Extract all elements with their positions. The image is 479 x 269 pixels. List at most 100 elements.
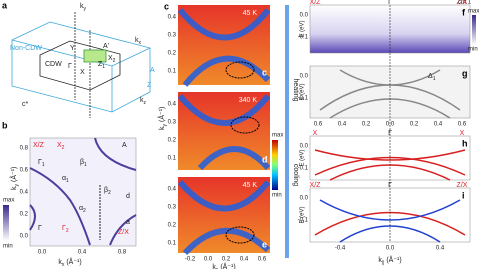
axis-label-part: ∥ (382, 260, 385, 266)
k-point: X (313, 130, 318, 137)
tick-label: -0.1 (298, 218, 309, 224)
map-label-part: Γ (62, 225, 66, 232)
axis-label-part: (Å⁻¹) (220, 262, 235, 269)
panel-label: f (462, 7, 466, 17)
map-label: X2 (57, 142, 65, 151)
map-label: Γ (38, 225, 42, 232)
map-label: Γ2 (62, 225, 69, 234)
map-label-part: β (104, 187, 108, 194)
tick-label: 0.4 (240, 257, 249, 263)
map-label-part: X (57, 142, 62, 149)
diagram-label: Non-CDW (10, 45, 42, 52)
tick-label: 0.1 (168, 241, 177, 247)
tick-label: 0.3 (168, 33, 177, 39)
axis-label-part: k (212, 264, 216, 269)
diagram-label: Z1 (98, 61, 105, 70)
k-point: Γ (388, 130, 392, 137)
map-label-part: β (80, 159, 84, 166)
gap-label: Δ1 (428, 73, 436, 82)
k-point: Γ (388, 182, 392, 189)
tick-label: 0.1 (168, 69, 177, 75)
axis-label: E (eV) (300, 20, 306, 37)
diagram-label: c* (22, 101, 29, 108)
tick-label: 0.4 (168, 15, 177, 21)
diagram-label-part: 2 (113, 58, 116, 64)
axis-label: ky (Å⁻¹) (157, 107, 168, 130)
axis-label-part: x (216, 267, 219, 269)
temperature: 45 K (243, 10, 258, 17)
axis-label: E (eV) (300, 149, 306, 166)
colorbar (472, 15, 476, 45)
tick-label: 0.0 (386, 122, 395, 128)
axis-label: kx(Å⁻¹) (212, 262, 235, 269)
tick-label: 0.0 (300, 196, 309, 202)
axis-label-part: k (159, 126, 166, 130)
axis-label: E (eV) (300, 83, 306, 100)
diagram-label-part: y (84, 6, 87, 12)
tick-label: 0.4 (338, 122, 347, 128)
panel-label: b (2, 120, 8, 130)
panel-label: c (262, 67, 267, 77)
axis-label-part: x (62, 262, 65, 268)
axis-label-part: k (378, 257, 382, 264)
tick-label: 0.4 (168, 187, 177, 193)
fermi-contours (29, 137, 137, 246)
diagram-label: Z (147, 82, 152, 89)
tick-label: -0.1 (298, 35, 309, 41)
diagram-label-part: X (108, 55, 113, 62)
k-point: Z/X (457, 0, 468, 6)
map-label-part: 2 (66, 228, 69, 234)
k-point: Z/X (457, 182, 468, 189)
panel-label: h (462, 138, 468, 148)
map-label-part: 1 (42, 162, 45, 168)
k-point: Γ (388, 0, 392, 6)
diagram-label-part: Z (98, 61, 103, 68)
tick-label: 0.2 (168, 51, 177, 57)
tick-label: -0.1 (298, 96, 309, 102)
map-label-part: 2 (108, 190, 111, 196)
diagram-label: X (80, 69, 85, 76)
diagram-label: ky (80, 3, 87, 12)
colorbar (272, 140, 278, 190)
tick-label: 0.0 (386, 246, 395, 252)
colorbar-label: max (272, 133, 283, 139)
diagram-label-part: z (144, 100, 147, 106)
gap-label-part: Δ (428, 73, 433, 80)
gap-label-part: 1 (433, 76, 436, 82)
map-label: X/Z (33, 142, 45, 149)
temperature: 45 K (243, 182, 258, 189)
axis-label-part: k (58, 259, 62, 266)
map-label-part: 1 (84, 162, 87, 168)
colorbar-label: min (468, 47, 478, 53)
map-label: d (126, 193, 130, 200)
colorbar (3, 205, 9, 241)
tick-label: 0.4 (168, 102, 177, 108)
map-label-part: 2 (83, 208, 86, 214)
arrow-label: heating (292, 79, 299, 102)
colorbar-label: max (468, 9, 479, 15)
tick-label: 0.4 (78, 250, 87, 256)
axis-label: E (eV) (300, 206, 306, 223)
diagram-label-part: k (135, 37, 139, 44)
band-panels (309, 4, 471, 243)
arrow-label: cooling (292, 164, 299, 186)
tick-label: 0.6 (314, 122, 323, 128)
diagram-label-part: k (80, 3, 84, 10)
tick-label: 0.4 (20, 190, 29, 196)
tick-label: 0.4 (436, 246, 445, 252)
tick-label: 0.0 (300, 144, 309, 150)
map-label: A (122, 142, 127, 149)
map-label-part: α (79, 205, 83, 212)
diagram-label-part: 1 (102, 64, 105, 70)
axis-label-part: (Å⁻¹) (66, 257, 81, 266)
tick-label: 0.1 (168, 156, 177, 162)
axis-label-part: (Å⁻¹) (9, 167, 18, 182)
tick-label: -0.4 (335, 246, 346, 252)
map-label-part: α (62, 175, 66, 182)
tick-label: -0.2 (185, 257, 196, 263)
colorbar-label: max (3, 198, 14, 204)
panel-label: d (262, 154, 268, 164)
axis-label-part: k (11, 186, 18, 190)
tick-label: 0.2 (362, 122, 371, 128)
colorbar-label: min (3, 244, 13, 250)
